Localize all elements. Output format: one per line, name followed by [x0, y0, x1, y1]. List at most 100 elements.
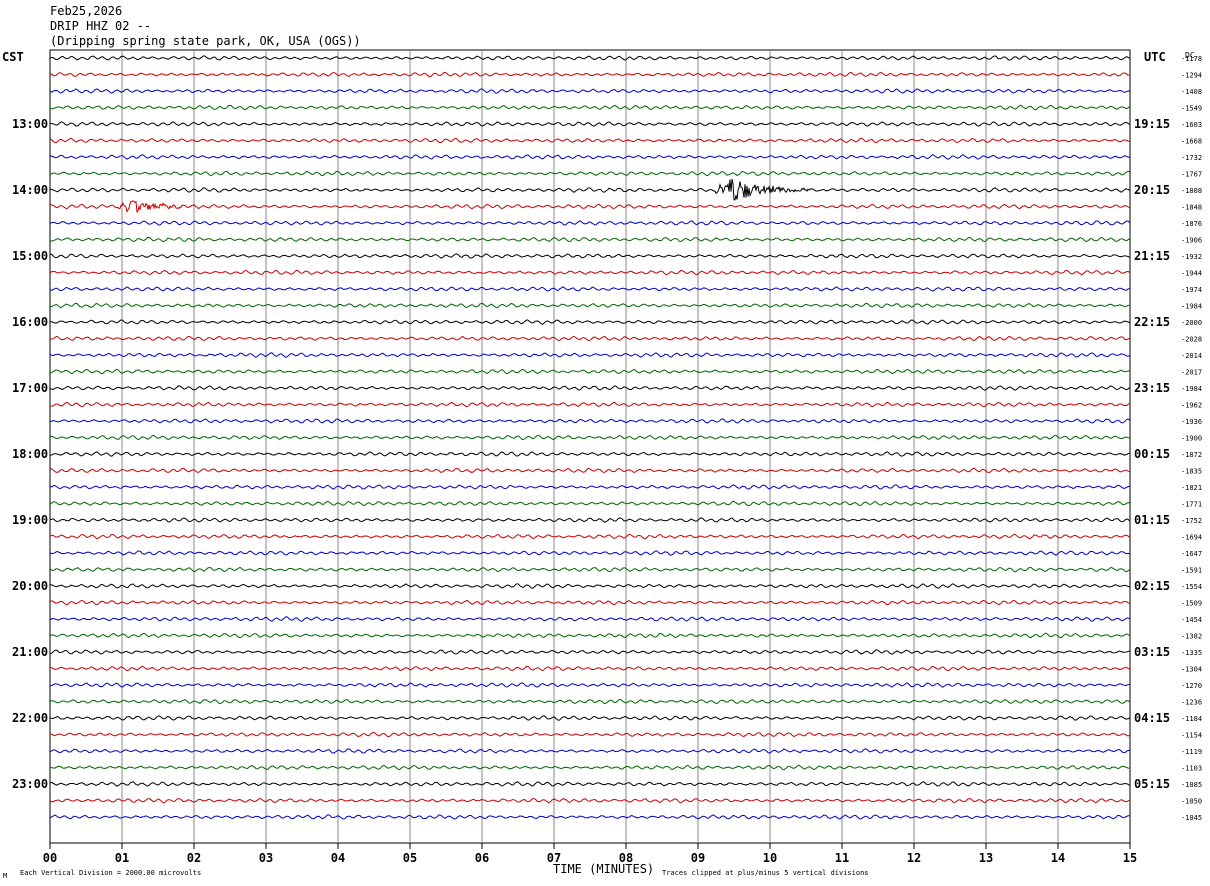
- dc-offset-label: -1900: [1181, 435, 1202, 443]
- seismic-trace: [49, 781, 1131, 787]
- seismic-trace: [49, 533, 1131, 540]
- trace-group: [49, 55, 1131, 820]
- minute-gridlines: [121, 50, 1059, 843]
- seismic-trace: [49, 748, 1131, 754]
- seismic-trace: [49, 368, 1131, 375]
- seismic-trace: [49, 550, 1131, 556]
- dc-offset-label: -1984: [1181, 303, 1202, 311]
- dc-offset-label: -1944: [1181, 270, 1202, 278]
- seismic-trace: [49, 385, 1131, 391]
- dc-offset-label: -1184: [1181, 715, 1202, 723]
- seismic-trace: [49, 352, 1131, 358]
- dc-offset-label: -1103: [1181, 765, 1202, 773]
- cst-hour-label: 18:00: [12, 447, 48, 461]
- dc-offset-label: -1603: [1181, 121, 1202, 129]
- right-axis-label: UTC: [1144, 50, 1166, 64]
- x-tick-label: 07: [547, 851, 561, 865]
- x-tick-label: 11: [835, 851, 849, 865]
- cst-hour-label: 17:00: [12, 381, 48, 395]
- seismic-trace: [49, 269, 1131, 276]
- seismic-trace: [49, 566, 1131, 573]
- dc-offset-label: -1591: [1181, 567, 1202, 575]
- cst-hour-labels: 13:00 14:00 15:00 16:00 17:00 18:00 19:00 20:00…: [12, 117, 48, 791]
- x-tick-label: 13: [979, 851, 993, 865]
- seismic-trace: [49, 649, 1131, 655]
- dc-offset-label: -2028: [1181, 336, 1202, 344]
- seismic-trace: [49, 599, 1131, 606]
- dc-offset-label: -1050: [1181, 798, 1202, 806]
- cst-hour-label: 21:00: [12, 645, 48, 659]
- dc-offset-label: -1876: [1181, 220, 1202, 228]
- dc-offset-label: -1808: [1181, 187, 1202, 195]
- footer-scale-note: Each Vertical Division = 2000.00 microvo…: [20, 869, 201, 877]
- dc-offset-label: -1984: [1181, 385, 1202, 393]
- dc-offset-label: -1382: [1181, 633, 1202, 641]
- seismic-trace: [49, 434, 1131, 441]
- dc-offset-label: -1294: [1181, 72, 1202, 80]
- utc-hour-label: 02:15: [1134, 579, 1170, 593]
- x-tick-label: 06: [475, 851, 489, 865]
- dc-offset-label: -1454: [1181, 616, 1202, 624]
- dc-offset-label: -1236: [1181, 699, 1202, 707]
- dc-offset-label: -1974: [1181, 286, 1202, 294]
- cst-hour-label: 22:00: [12, 711, 48, 725]
- dc-offset-label: -1732: [1181, 154, 1202, 162]
- left-axis-label: CST: [2, 50, 24, 64]
- seismic-trace: [49, 484, 1131, 490]
- dc-offset-label: -1771: [1181, 501, 1202, 509]
- seismic-trace: [49, 154, 1131, 160]
- header-station: DRIP HHZ 02 --: [50, 19, 151, 33]
- seismic-trace: [49, 55, 1131, 61]
- seismic-trace: [49, 665, 1131, 672]
- seismic-trace: [49, 88, 1131, 94]
- seismic-trace: [49, 401, 1131, 408]
- utc-hour-labels: 19:15 20:15 21:15 22:15 23:15 00:15 01:15 02:15…: [1134, 117, 1170, 791]
- seismic-trace: [49, 500, 1131, 507]
- cst-hour-label: 15:00: [12, 249, 48, 263]
- seismic-trace: [49, 200, 1131, 213]
- seismic-trace: [49, 517, 1131, 523]
- seismic-trace: [49, 253, 1131, 259]
- dc-offset-label: -1668: [1181, 138, 1202, 146]
- dc-offset-labels: -1178 -1294 -1408 -1549 -1603 -1668 -1732 -1767…: [1181, 55, 1202, 822]
- seismic-trace: [49, 682, 1131, 688]
- header-location: (Dripping spring state park, OK, USA (OG…: [50, 34, 361, 48]
- dc-offset-label: -1178: [1181, 55, 1202, 63]
- dc-offset-label: -1304: [1181, 666, 1202, 674]
- utc-hour-label: 03:15: [1134, 645, 1170, 659]
- seismic-trace: [49, 797, 1131, 804]
- dc-offset-label: -1936: [1181, 418, 1202, 426]
- dc-offset-label: -1509: [1181, 600, 1202, 608]
- cst-hour-label: 19:00: [12, 513, 48, 527]
- utc-hour-label: 00:15: [1134, 447, 1170, 461]
- utc-hour-label: 05:15: [1134, 777, 1170, 791]
- seismic-trace: [49, 220, 1131, 226]
- seismic-trace: [49, 319, 1131, 325]
- dc-offset-label: -1270: [1181, 682, 1202, 690]
- utc-hour-label: 20:15: [1134, 183, 1170, 197]
- plot-frame: [49, 49, 1131, 844]
- dc-offset-label: -1408: [1181, 88, 1202, 96]
- dc-offset-label: -1872: [1181, 451, 1202, 459]
- corner-mark: M: [3, 872, 7, 880]
- seismic-trace: [49, 170, 1131, 177]
- dc-offset-label: -1848: [1181, 204, 1202, 212]
- seismic-trace: [49, 814, 1131, 820]
- dc-offset-label: -1335: [1181, 649, 1202, 657]
- dc-offset-label: -1554: [1181, 583, 1202, 591]
- utc-hour-label: 19:15: [1134, 117, 1170, 131]
- dc-offset-label: -1962: [1181, 402, 1202, 410]
- dc-offset-label: -1906: [1181, 237, 1202, 245]
- x-tick-label: 12: [907, 851, 921, 865]
- seismic-trace: [49, 451, 1131, 457]
- dc-offset-label: -1821: [1181, 484, 1202, 492]
- seismic-trace: [49, 104, 1131, 111]
- seismic-trace: [49, 137, 1131, 144]
- header-date: Feb25,2026: [50, 4, 122, 18]
- x-tick-label: 00: [43, 851, 57, 865]
- seismic-trace: [49, 418, 1131, 424]
- x-tick-label: 08: [619, 851, 633, 865]
- x-tick-label: 04: [331, 851, 345, 865]
- utc-hour-label: 23:15: [1134, 381, 1170, 395]
